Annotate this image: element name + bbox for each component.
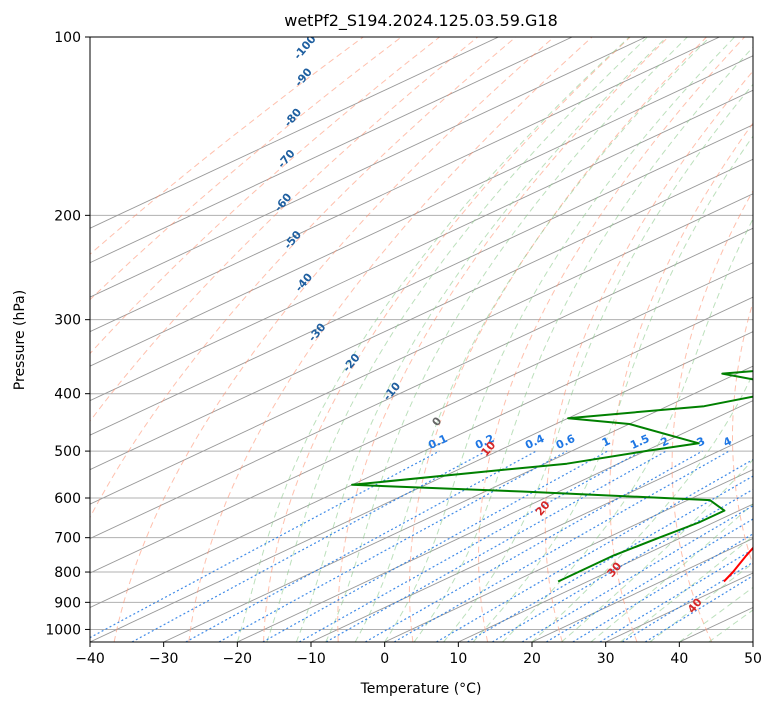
y-tick-label: 200 <box>54 208 81 224</box>
mixing-ratio-line <box>545 518 753 642</box>
dry-adiabat-line <box>478 37 745 642</box>
mixing-ratio-line <box>325 450 667 642</box>
mixing-ratio-line <box>298 450 642 642</box>
y-tick-label: 300 <box>54 313 81 329</box>
mixing-ratio-line <box>365 450 703 642</box>
x-axis: −40 −30 −20 −10 0 10 20 30 40 50 <box>75 642 762 667</box>
moist-adiabat-line <box>266 37 648 642</box>
y-axis-label: Pressure (hPa) <box>12 290 28 390</box>
moist-adiabat-line <box>531 372 753 642</box>
x-tick-label: 0 <box>380 651 389 667</box>
dewpoint-profile-line <box>351 370 753 583</box>
mixing-ratio-line <box>185 450 537 642</box>
series-layer <box>351 370 753 583</box>
y-tick-label: 900 <box>54 595 81 611</box>
moist-adiabat-line <box>561 458 753 642</box>
isotherm-line <box>90 296 753 609</box>
moist-adiabat-line <box>443 83 753 642</box>
x-tick-label: 50 <box>744 651 762 667</box>
isotherm-line <box>90 158 753 471</box>
isotherm-line <box>90 227 753 540</box>
isotherm-line <box>90 37 499 229</box>
y-axis: 100 200 300 400 500 600 700 800 900 1000 <box>45 30 90 638</box>
y-tick-label: 800 <box>54 565 81 581</box>
isotherm-line <box>310 434 753 642</box>
y-tick-label: 1000 <box>45 622 81 638</box>
moist-adiabat-line <box>354 37 711 642</box>
moist-adiabat-line <box>236 37 630 642</box>
isotherm-line <box>163 365 753 642</box>
isotherm-line <box>90 193 753 505</box>
x-tick-label: 40 <box>670 651 688 667</box>
dry-adiabat-line <box>90 37 479 422</box>
dry-adiabat-line <box>544 70 753 642</box>
dry-adiabat-line <box>408 37 707 642</box>
y-tick-label: 600 <box>54 491 81 507</box>
isotherm-line <box>90 331 753 642</box>
y-tick-label: 100 <box>54 30 81 46</box>
mixing-ratio-line <box>436 458 753 642</box>
dry-adiabat-line <box>609 122 753 642</box>
isotherm-line <box>90 262 753 574</box>
isotherm-line <box>90 37 720 333</box>
chart-title: wetPf2_S194.2024.125.03.59.G18 <box>284 11 558 31</box>
x-tick-label: −10 <box>296 651 326 667</box>
moist-adiabat-line <box>590 503 753 642</box>
dry-adiabat-line <box>113 37 555 642</box>
mixing-ratio-line <box>393 450 730 642</box>
isotherm-line <box>90 37 573 264</box>
moist-adiabat-line <box>413 46 753 642</box>
y-tick-label: 700 <box>54 531 81 547</box>
x-tick-label: 30 <box>597 651 615 667</box>
moist-adiabat-line <box>384 37 735 642</box>
x-tick-label: −40 <box>75 651 105 667</box>
background-lines-layer <box>90 37 753 642</box>
x-axis-label: Temperature (°C) <box>360 681 482 697</box>
plot-frame <box>89 36 754 643</box>
moist-adiabat-line <box>295 37 668 642</box>
dry-adiabat-line <box>90 37 402 301</box>
moist-adiabat-line <box>472 135 753 642</box>
dry-adiabat-line <box>337 37 669 642</box>
isotherm-line <box>90 124 753 436</box>
y-tick-label: 400 <box>54 387 81 403</box>
dry-adiabat-line <box>732 300 753 567</box>
moist-adiabat-line <box>502 217 753 642</box>
x-tick-label: 20 <box>523 651 541 667</box>
isotherm-line <box>237 400 753 642</box>
y-tick-label: 500 <box>54 444 81 460</box>
moist-adiabat-line <box>679 586 753 642</box>
x-tick-label: −30 <box>149 651 179 667</box>
x-tick-label: 10 <box>449 651 467 667</box>
dry-adiabat-line <box>188 37 593 642</box>
x-tick-label: −20 <box>223 651 253 667</box>
isotherm-line <box>90 55 753 367</box>
isotherm-line <box>90 37 647 298</box>
dry-adiabat-line <box>263 37 631 642</box>
isotherm-line <box>384 469 753 642</box>
dry-adiabat-line <box>90 37 440 355</box>
moist-adiabat-line <box>325 37 688 642</box>
mixing-ratio-line <box>572 533 753 642</box>
isotherm-line <box>90 89 753 402</box>
mixing-ratio-line <box>467 475 753 642</box>
grid-layer <box>90 37 753 642</box>
